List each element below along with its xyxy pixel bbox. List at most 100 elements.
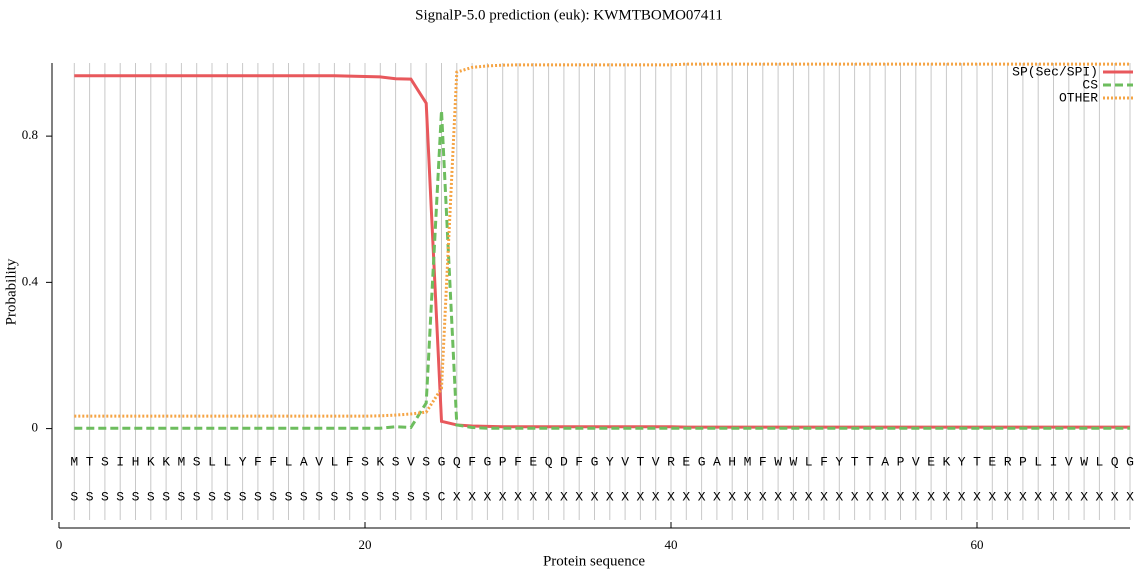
residue: S [101, 454, 109, 469]
residue: L [208, 454, 216, 469]
annotation: S [315, 489, 323, 504]
residue: M [744, 454, 752, 469]
annotation: X [713, 489, 721, 504]
annotation: X [866, 489, 874, 504]
residue: R [667, 454, 675, 469]
residue: F [514, 454, 522, 469]
annotation: X [897, 489, 905, 504]
residue: L [330, 454, 338, 469]
residue: E [988, 454, 996, 469]
annotation: S [422, 489, 430, 504]
residue: K [376, 454, 384, 469]
annotation: S [285, 489, 293, 504]
annotation: C [438, 489, 446, 504]
residue: L [285, 454, 293, 469]
annotation: S [254, 489, 262, 504]
annotation: S [361, 489, 369, 504]
annotation: S [162, 489, 170, 504]
annotation: X [744, 489, 752, 504]
annotation: X [1004, 489, 1012, 504]
annotation: X [881, 489, 889, 504]
residue: K [147, 454, 155, 469]
x-tick-label: 40 [665, 537, 678, 552]
series-line [74, 110, 1130, 430]
residue: P [1019, 454, 1027, 469]
residue: H [728, 454, 736, 469]
annotation: X [652, 489, 660, 504]
annotation: X [621, 489, 629, 504]
residue: M [70, 454, 78, 469]
legend-label: SP(Sec/SPI) [1012, 64, 1098, 79]
residue: G [591, 454, 599, 469]
annotation: S [101, 489, 109, 504]
residue: F [468, 454, 476, 469]
residue: V [407, 454, 415, 469]
x-tick-label: 60 [971, 537, 984, 552]
annotation: S [147, 489, 155, 504]
residue: T [851, 454, 859, 469]
residue: Q [545, 454, 553, 469]
annotation: X [545, 489, 553, 504]
residue: G [438, 454, 446, 469]
annotation: X [927, 489, 935, 504]
residue: V [621, 454, 629, 469]
residue: T [86, 454, 94, 469]
annotation: S [346, 489, 354, 504]
annotation: S [407, 489, 415, 504]
residue: P [897, 454, 905, 469]
residue: W [774, 454, 782, 469]
annotation: X [483, 489, 491, 504]
annotation: X [820, 489, 828, 504]
residue: S [193, 454, 201, 469]
annotation: S [132, 489, 140, 504]
annotation: X [851, 489, 859, 504]
residue: I [1050, 454, 1058, 469]
residue: V [912, 454, 920, 469]
y-tick-label: 0.4 [22, 273, 39, 288]
annotation: X [958, 489, 966, 504]
legend-label: OTHER [1059, 90, 1098, 105]
annotation: X [973, 489, 981, 504]
annotation: X [529, 489, 537, 504]
residue: V [1065, 454, 1073, 469]
annotation: S [86, 489, 94, 504]
residue: S [422, 454, 430, 469]
legend-label: CS [1082, 77, 1098, 92]
annotation: X [942, 489, 950, 504]
residue: S [392, 454, 400, 469]
annotation: S [239, 489, 247, 504]
y-axis-label: Probability [3, 258, 19, 325]
annotation: X [453, 489, 461, 504]
residue: F [575, 454, 583, 469]
annotation: X [774, 489, 782, 504]
residue: G [698, 454, 706, 469]
residue: I [116, 454, 124, 469]
annotation: X [789, 489, 797, 504]
residue: Q [1111, 454, 1119, 469]
residue: E [927, 454, 935, 469]
annotation: X [759, 489, 767, 504]
residue: Y [239, 454, 247, 469]
residue: T [866, 454, 874, 469]
residue: P [499, 454, 507, 469]
residue: H [132, 454, 140, 469]
annotation: S [376, 489, 384, 504]
annotation: X [1050, 489, 1058, 504]
residue: F [269, 454, 277, 469]
annotation: X [912, 489, 920, 504]
annotation: X [591, 489, 599, 504]
residue: L [805, 454, 813, 469]
annotation: X [1080, 489, 1088, 504]
annotation: S [208, 489, 216, 504]
chart-title: SignalP-5.0 prediction (euk): KWMTBOMO07… [415, 7, 723, 23]
annotation: X [835, 489, 843, 504]
annotation: S [70, 489, 78, 504]
annotation: X [698, 489, 706, 504]
annotation: S [177, 489, 185, 504]
residue: Q [453, 454, 461, 469]
x-axis-label: Protein sequence [543, 553, 645, 569]
x-tick-label: 20 [359, 537, 372, 552]
annotation: X [1095, 489, 1103, 504]
residue: M [177, 454, 185, 469]
